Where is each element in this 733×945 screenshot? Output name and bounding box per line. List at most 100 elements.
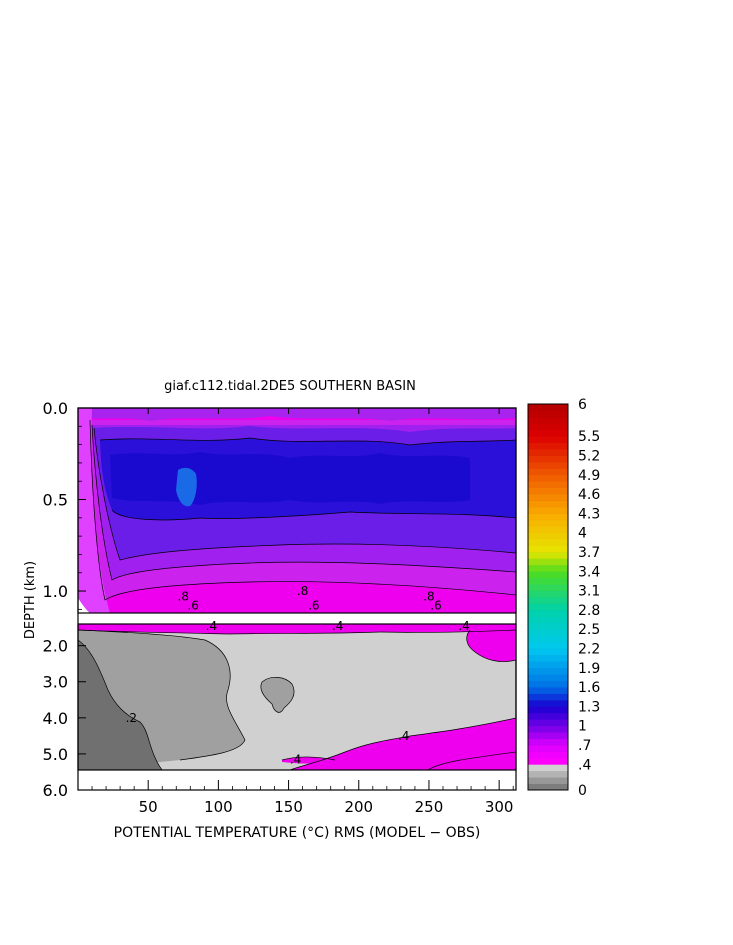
x-tick-label: 250 — [415, 798, 444, 816]
colorbar-segment — [528, 404, 568, 411]
contour-label: .6 — [187, 599, 198, 613]
lower-top-magenta-strip — [78, 624, 516, 634]
colorbar-segment — [528, 513, 568, 521]
colorbar-segment — [528, 699, 568, 707]
colorbar-segment — [528, 642, 568, 649]
colorbar-segment — [528, 622, 568, 630]
colorbar-segment — [528, 423, 568, 431]
x-tick-label: 200 — [344, 798, 373, 816]
upper-core-blue — [176, 467, 197, 507]
colorbar-segment — [528, 648, 568, 656]
colorbar-label: 2.2 — [578, 641, 600, 657]
colorbar-segment — [528, 732, 568, 739]
lower-panel — [78, 624, 516, 770]
x-tick-label: 150 — [274, 798, 303, 816]
contour-label: .2 — [126, 711, 137, 725]
colorbar-segment — [528, 725, 568, 733]
colorbar-label: .4 — [578, 757, 591, 773]
colorbar-label: 4.3 — [578, 506, 600, 522]
colorbar-segment — [528, 783, 568, 791]
colorbar-segment — [528, 751, 568, 759]
colorbar-segment — [528, 706, 568, 714]
lower-bottom-magenta-region — [290, 718, 516, 770]
y-tick-label: 1.0 — [43, 582, 68, 601]
colorbar-segment — [528, 539, 568, 546]
colorbar-segment — [528, 474, 568, 482]
colorbar-segment — [528, 693, 568, 701]
lower-contour-lines — [78, 629, 516, 770]
colorbar-segment — [528, 712, 568, 720]
colorbar-label: 5.2 — [578, 448, 600, 464]
colorbar-segment — [528, 654, 568, 662]
colorbar-segment — [528, 410, 568, 418]
colorbar-segment — [528, 738, 568, 746]
colorbar-label: 6 — [578, 397, 587, 413]
colorbar-label: 5.5 — [578, 429, 600, 445]
colorbar-segment — [528, 680, 568, 688]
y-tick-label: 4.0 — [43, 709, 68, 728]
colorbar-segment — [528, 571, 568, 579]
contour-label: .4 — [332, 619, 343, 633]
lower-right-magenta-blob — [466, 630, 516, 662]
colorbar-segment — [528, 577, 568, 585]
colorbar-segment — [528, 744, 568, 752]
colorbar-label: 4.6 — [578, 487, 600, 503]
colorbar-segment — [528, 506, 568, 514]
colorbar-segment — [528, 687, 568, 694]
y-tick-label: 6.0 — [43, 781, 68, 800]
lower-gray-blob — [260, 677, 295, 713]
colorbar-label: 4.9 — [578, 468, 600, 484]
colorbar-segment — [528, 416, 568, 424]
colorbar-label: 1.9 — [578, 661, 600, 677]
colorbar-label: 2.8 — [578, 603, 600, 619]
contour-label: .6 — [430, 599, 441, 613]
y-tick-label: 0.5 — [43, 491, 68, 510]
colorbar-segment — [528, 481, 568, 489]
y-tick-label: 3.0 — [43, 673, 68, 692]
colorbar-segment — [528, 564, 568, 572]
y-axis: 0.0 0.5 1.0 2.0 3.0 4.0 5.0 6.0 — [43, 399, 86, 800]
colorbar-label: .7 — [578, 738, 591, 754]
contour-label: .4 — [398, 729, 409, 743]
contour-label: .8 — [297, 584, 308, 598]
colorbar-segment — [528, 519, 568, 527]
colorbar-labels: 6 5.5 5.2 4.9 4.6 4.3 4 3.7 3.4 3.1 2.8 2.5 2.2 1.9 1.… — [578, 397, 600, 799]
contour-label: .4 — [290, 752, 301, 766]
upper-contour-labels: .8.8.8.6.6.6 — [178, 584, 442, 613]
colorbar-label: 3.7 — [578, 545, 600, 561]
y-tick-label: 5.0 — [43, 745, 68, 764]
colorbar-segment — [528, 442, 568, 450]
colorbar-segment — [528, 770, 568, 778]
colorbar-segment — [528, 674, 568, 682]
colorbar-segment — [528, 764, 568, 772]
colorbar-segment — [528, 494, 568, 501]
contour-label: .6 — [308, 599, 319, 613]
contour-label: .4 — [206, 619, 217, 633]
colorbar-segment — [528, 468, 568, 476]
x-tick-label: 300 — [485, 798, 514, 816]
x-tick-label: 100 — [204, 798, 233, 816]
x-tick-label: 50 — [139, 798, 158, 816]
colorbar-segment — [528, 584, 568, 591]
colorbar-segment — [528, 609, 568, 617]
lower-dark-gray-region — [78, 640, 162, 770]
colorbar-frame — [527, 403, 569, 791]
colorbar-label: 1 — [578, 719, 587, 735]
colorbar-segment — [528, 532, 568, 540]
colorbar-label: 1.6 — [578, 680, 600, 696]
colorbar-segment — [528, 661, 568, 669]
colorbar-segment — [528, 757, 568, 765]
upper-contour-lines — [89, 419, 516, 601]
axes-frame — [77, 407, 517, 791]
colorbar-segment — [528, 629, 568, 636]
contour-label: .4 — [458, 619, 469, 633]
colorbar-label: 0 — [578, 783, 587, 799]
colorbar-segment — [528, 590, 568, 598]
colorbar-segment — [528, 777, 568, 784]
colorbar-label: 3.1 — [578, 584, 600, 600]
x-axis-label: POTENTIAL TEMPERATURE (°C) RMS (MODEL − … — [114, 825, 481, 841]
y-tick-label: 2.0 — [43, 637, 68, 656]
colorbar — [528, 403, 568, 791]
colorbar-segment — [528, 603, 568, 611]
colorbar-segment — [528, 597, 568, 604]
